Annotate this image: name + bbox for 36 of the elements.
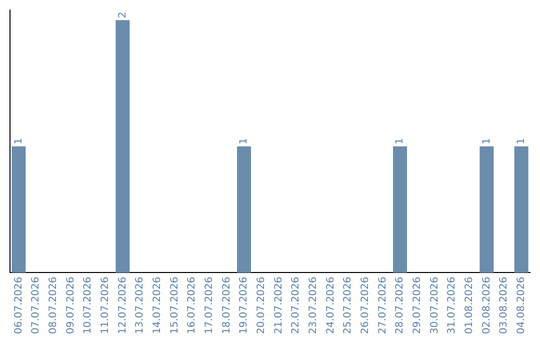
x-tick-label: 26.07.2026: [360, 276, 371, 334]
x-tick-label: 10.07.2026: [82, 276, 94, 334]
x-tick-label: 02.08.2026: [481, 276, 492, 334]
x-tick-label: 06.07.2026: [13, 276, 24, 334]
x-tick-label: 30.07.2026: [429, 276, 440, 334]
data-label: 1: [516, 138, 527, 144]
x-tick-label: 24.07.2026: [325, 276, 336, 334]
x-tick-label: 21.07.2026: [273, 276, 284, 334]
data-label: 1: [238, 138, 250, 144]
x-tick-label: 16.07.2026: [186, 276, 198, 334]
x-tick-label: 01.08.2026: [464, 276, 475, 334]
x-tick-label: 23.07.2026: [308, 276, 319, 334]
x-tick-label: 04.08.2026: [516, 276, 527, 334]
x-tick-label: 18.07.2026: [221, 276, 232, 334]
x-tick-label: 11.07.2026: [100, 276, 111, 334]
x-tick-label: 31.07.2026: [446, 276, 458, 334]
data-label: 1: [13, 138, 24, 144]
x-tick-label: 27.07.2026: [377, 276, 388, 334]
x-tick-label: 03.08.2026: [498, 276, 510, 334]
x-tick-label: 07.07.2026: [30, 276, 42, 334]
data-label: 1: [394, 138, 406, 144]
x-tick-label: 08.07.2026: [48, 276, 59, 334]
x-tick-label: 14.07.2026: [152, 276, 163, 334]
x-tick-label: 09.07.2026: [65, 276, 76, 334]
data-label: 2: [117, 12, 128, 18]
x-tick-label: 28.07.2026: [394, 276, 406, 334]
x-tick-label: 22.07.2026: [290, 276, 302, 334]
data-label: 1: [481, 138, 492, 144]
x-tick-label: 25.07.2026: [342, 276, 354, 334]
x-tick-label: 29.07.2026: [412, 276, 423, 334]
x-tick-label: 17.07.2026: [204, 276, 215, 334]
x-tick-label: 13.07.2026: [134, 276, 146, 334]
x-tick-label: 20.07.2026: [256, 276, 267, 334]
x-tick-label: 12.07.2026: [117, 276, 128, 334]
x-tick-label: 15.07.2026: [169, 276, 180, 334]
x-tick-label: 19.07.2026: [238, 276, 250, 334]
